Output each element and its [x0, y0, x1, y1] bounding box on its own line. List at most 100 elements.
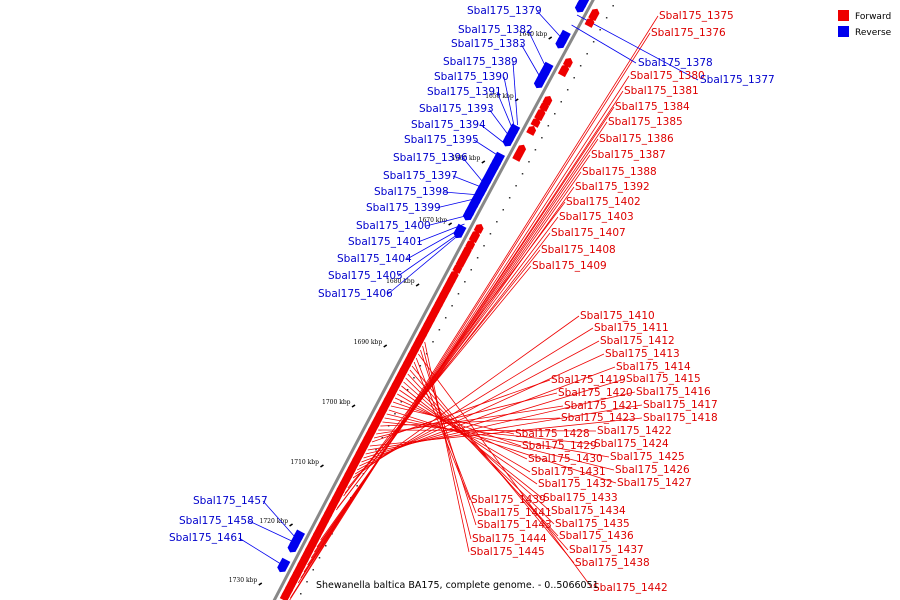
reverse-gene-label: Sbal175_1458	[179, 515, 254, 527]
forward-gene-label: Sbal175_1423	[561, 412, 636, 424]
tick-mark	[383, 344, 388, 348]
reverse-leader-line	[527, 29, 548, 71]
reverse-gene-label: Sbal175_1394	[411, 119, 486, 131]
forward-gene-label: Sbal175_1402	[566, 196, 641, 208]
track-dot	[325, 545, 327, 547]
gene-layer	[277, 0, 600, 600]
track-dot	[432, 341, 434, 343]
track-dot	[306, 581, 308, 583]
forward-gene-label: Sbal175_1375	[659, 10, 734, 22]
reverse-leader-line	[248, 520, 297, 544]
reverse-gene-shape	[485, 163, 499, 179]
forward-leader-line	[316, 171, 582, 548]
reverse-gene-label: Sbal175_1382	[458, 24, 533, 36]
map-caption: Shewanella baltica BA175, complete genom…	[316, 580, 599, 591]
forward-gene-label: Sbal175_1426	[615, 464, 690, 476]
track-dot	[612, 5, 614, 7]
forward-leader-line	[365, 391, 636, 455]
track-dot	[413, 377, 415, 379]
reverse-gene-shape	[453, 223, 467, 239]
track-dot	[425, 353, 428, 355]
track-dot	[566, 89, 569, 91]
forward-gene-label: Sbal175_1439	[471, 494, 546, 506]
reverse-leader-line	[512, 61, 518, 126]
reverse-leader-line	[435, 197, 479, 209]
track-dot	[502, 209, 505, 211]
reverse-gene-label: Sbal175_1393	[419, 103, 494, 115]
track-dot	[400, 401, 403, 403]
reverse-gene-label: Sbal175_1378	[638, 57, 713, 69]
track-dot	[573, 77, 575, 79]
reverse-gene-label: Sbal175_1397	[383, 170, 458, 182]
track-dot	[356, 485, 358, 487]
tick-layer: 1640 kbp 1650 kbp 1660 kbp 1670 kbp 1680 kbp…	[229, 5, 614, 595]
forward-gene-label: Sbal175_1421	[564, 400, 639, 412]
forward-gene-shape	[588, 8, 600, 22]
reverse-gene-label: Sbal175_1395	[404, 134, 479, 146]
forward-gene-label: Sbal175_1392	[575, 181, 650, 193]
forward-leader-line	[376, 405, 564, 435]
reverse-gene-feature	[574, 1, 587, 13]
reverse-gene-shape	[462, 209, 475, 221]
legend-forward-swatch	[838, 10, 849, 21]
reverse-leader-line	[576, 14, 699, 81]
track-dot	[464, 281, 466, 283]
track-dot	[528, 161, 530, 163]
reverse-leader-line	[417, 223, 465, 243]
forward-gene-feature	[530, 118, 541, 128]
track-dot	[470, 269, 472, 271]
forward-gene-label: Sbal175_1438	[575, 557, 650, 569]
forward-gene-label: Sbal175_1437	[569, 544, 644, 556]
tick-label: 1730 kbp	[229, 577, 258, 584]
tick-mark	[481, 160, 486, 164]
track-dot	[515, 185, 517, 187]
legend: Forward Reverse	[838, 10, 892, 38]
track-dot	[599, 29, 601, 31]
forward-gene-shape	[530, 118, 541, 128]
tick-mark	[548, 36, 553, 40]
reverse-gene-shape	[502, 135, 514, 147]
forward-gene-label: Sbal175_1419	[551, 374, 626, 386]
reverse-leader-line	[387, 234, 459, 295]
reverse-gene-feature	[462, 209, 475, 221]
reverse-gene-shape	[277, 557, 291, 573]
reverse-gene-feature	[485, 163, 499, 179]
forward-leader-line	[386, 413, 615, 471]
reverse-gene-label: Sbal175_1391	[427, 86, 502, 98]
forward-gene-shape	[526, 126, 537, 136]
tick-mark	[351, 404, 356, 408]
forward-gene-label: Sbal175_1435	[555, 518, 630, 530]
forward-leader-line	[411, 365, 575, 564]
reverse-leader-line	[503, 76, 516, 131]
track-dot	[375, 449, 377, 451]
forward-gene-label: Sbal175_1407	[551, 227, 626, 239]
track-dot	[381, 437, 384, 439]
track-dot	[496, 221, 498, 223]
forward-gene-feature	[512, 152, 523, 162]
forward-leader-line	[378, 429, 597, 432]
forward-gene-label: Sbal175_1422	[597, 425, 672, 437]
reverse-gene-label: Sbal175_1399	[366, 202, 441, 214]
track-dot	[438, 329, 441, 331]
track-dot	[483, 245, 485, 247]
forward-gene-shape	[584, 18, 595, 28]
forward-gene-label: Sbal175_1385	[608, 116, 683, 128]
reverse-leader-line	[406, 227, 463, 260]
forward-gene-feature	[534, 108, 546, 122]
forward-gene-label: Sbal175_1388	[582, 166, 657, 178]
forward-leader-line	[422, 345, 472, 540]
tick-mark	[415, 283, 420, 287]
reverse-leader-line	[462, 157, 486, 186]
tick-label: 1690 kbp	[354, 339, 383, 346]
forward-gene-label: Sbal175_1431	[531, 466, 606, 478]
tick-mark	[448, 222, 453, 226]
reverse-gene-label: Sbal175_1390	[434, 71, 509, 83]
reverse-gene-label: Sbal175_1383	[451, 38, 526, 50]
forward-gene-label: Sbal175_1442	[593, 582, 668, 594]
genome-backbone	[272, 0, 595, 600]
tick-label: 1660 kbp	[452, 155, 481, 162]
forward-gene-label: Sbal175_1412	[600, 335, 675, 347]
forward-gene-label: Sbal175_1424	[594, 438, 669, 450]
forward-gene-feature	[584, 18, 595, 28]
reverse-leader-line	[425, 214, 470, 227]
